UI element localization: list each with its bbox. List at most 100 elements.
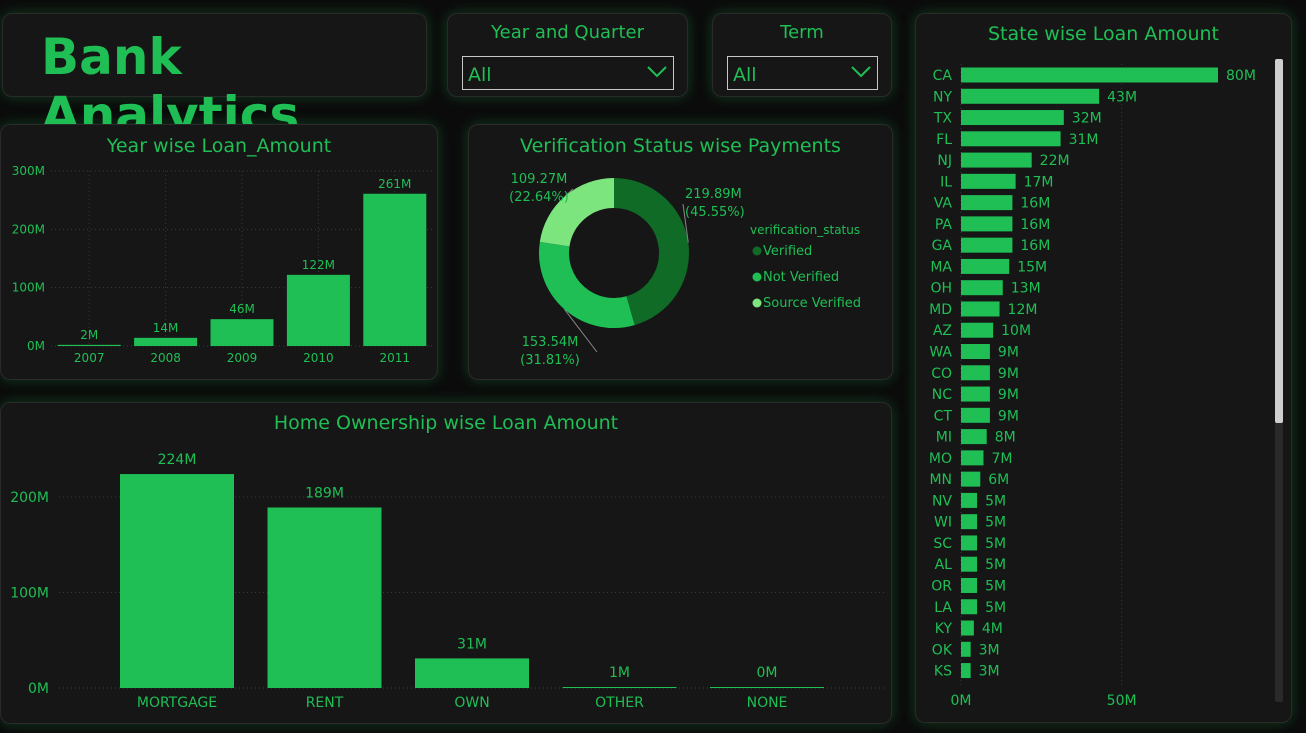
verification-chart-title: Verification Status wise Payments — [520, 135, 841, 157]
bar-md — [961, 301, 1000, 317]
state-label: LA — [934, 600, 952, 616]
donut-slice-source-verified — [539, 178, 615, 248]
data-label: 10M — [1001, 323, 1031, 339]
data-label: 5M — [985, 600, 1006, 616]
x-tick-label: 2007 — [74, 351, 105, 365]
home-ownership-chart-card: Home Ownership wise Loan Amount 0M 100M 20… — [0, 402, 892, 724]
bar-ok — [961, 641, 971, 657]
x-tick-label: 2011 — [380, 351, 411, 365]
state-label: PA — [935, 217, 953, 233]
bar-il — [961, 173, 1016, 189]
leader-line — [682, 203, 689, 243]
year-quarter-dropdown[interactable]: All — [462, 56, 674, 90]
leader-line — [564, 188, 574, 197]
state-label: MA — [930, 259, 952, 275]
y-tick-label: 200M — [12, 222, 45, 236]
state-label: KS — [934, 664, 952, 680]
bar-2011 — [363, 193, 427, 346]
state-label: CA — [933, 68, 953, 84]
chevron-down-icon — [851, 66, 871, 78]
leader-line — [564, 309, 598, 353]
bar-tx — [961, 110, 1064, 126]
state-chart-scrollbar[interactable] — [1275, 59, 1283, 702]
state-label: VA — [934, 196, 953, 212]
bar-ma — [961, 258, 1010, 274]
data-label: 16M — [1020, 196, 1050, 212]
bar-mn — [961, 471, 981, 487]
state-label: NY — [933, 89, 952, 105]
y-tick-label: 300M — [12, 164, 45, 178]
term-value: All — [733, 64, 757, 86]
legend-entry: Source Verified — [763, 296, 861, 311]
bar-ky — [961, 620, 974, 636]
data-label: 122M — [302, 258, 335, 272]
bar-other — [562, 687, 677, 688]
slice-value-label: 219.89M — [685, 187, 742, 202]
data-label: 9M — [998, 387, 1019, 403]
term-dropdown[interactable]: All — [727, 56, 878, 90]
state-label: CT — [934, 408, 953, 424]
bar-2009 — [210, 319, 274, 346]
state-wise-chart-title: State wise Loan Amount — [987, 23, 1220, 45]
x-tick-label: RENT — [306, 695, 344, 711]
scrollbar-thumb[interactable] — [1275, 59, 1283, 423]
bar-la — [961, 599, 978, 615]
bar-va — [961, 195, 1013, 211]
bar-wi — [961, 514, 978, 530]
term-label: Term — [780, 22, 824, 43]
x-tick-label: 0M — [951, 693, 972, 709]
year-wise-chart: 0M 100M 200M 300M 2M 2007 14M 2008 46M 2009 122M 20… — [12, 164, 433, 365]
y-tick-label: 200M — [10, 490, 49, 506]
data-label: 16M — [1020, 238, 1050, 254]
bar-sc — [961, 535, 978, 551]
data-label: 5M — [985, 557, 1006, 573]
chevron-down-icon — [647, 66, 667, 78]
x-tick-label: NONE — [747, 695, 788, 711]
bar-none — [710, 687, 824, 688]
data-label: 31M — [1069, 132, 1099, 148]
state-label: GA — [932, 238, 953, 254]
data-label: 3M — [979, 664, 1000, 680]
y-tick-label: 100M — [10, 586, 49, 602]
bar-2010 — [286, 274, 350, 346]
bar-or — [961, 577, 978, 593]
bar-ny — [961, 88, 1100, 104]
bar-fl — [961, 131, 1061, 147]
data-label: 7M — [991, 451, 1012, 467]
data-label: 5M — [985, 536, 1006, 552]
legend-marker — [752, 298, 762, 308]
y-tick-label: 100M — [12, 281, 45, 295]
state-label: FL — [936, 132, 952, 148]
state-label: NJ — [937, 153, 952, 169]
state-label: MO — [929, 451, 952, 467]
data-label: 0M — [757, 665, 778, 681]
state-label: KY — [935, 621, 953, 637]
state-label: SC — [933, 536, 952, 552]
y-tick-label: 0M — [28, 681, 49, 697]
x-tick-label: OWN — [454, 695, 489, 711]
data-label: 3M — [979, 642, 1000, 658]
y-tick-label: 0M — [27, 339, 45, 353]
data-label: 9M — [998, 345, 1019, 361]
x-tick-label: 2010 — [303, 351, 334, 365]
bar-nj — [961, 152, 1032, 168]
data-label: 12M — [1008, 302, 1038, 318]
year-quarter-value: All — [468, 64, 492, 86]
donut-slice-verified — [613, 178, 689, 326]
x-tick-label: MORTGAGE — [137, 695, 217, 711]
state-label: OH — [930, 281, 952, 297]
state-label: OR — [931, 578, 952, 594]
year-wise-chart-card: Year wise Loan_Amount 0M 100M 200M 300M 2M 20… — [0, 124, 438, 380]
state-label: IL — [940, 174, 952, 190]
state-label: NC — [932, 387, 952, 403]
year-wise-chart-title: Year wise Loan_Amount — [106, 135, 332, 157]
data-label: 16M — [1020, 217, 1050, 233]
bar-nc — [961, 386, 990, 402]
x-tick-label: 2009 — [227, 351, 258, 365]
data-label: 9M — [998, 408, 1019, 424]
legend-marker — [752, 246, 762, 256]
slice-value-label: 153.54M — [522, 335, 579, 350]
year-quarter-slicer: Year and Quarter All — [447, 13, 688, 97]
bar-mi — [961, 429, 987, 445]
bar-co — [961, 365, 990, 381]
